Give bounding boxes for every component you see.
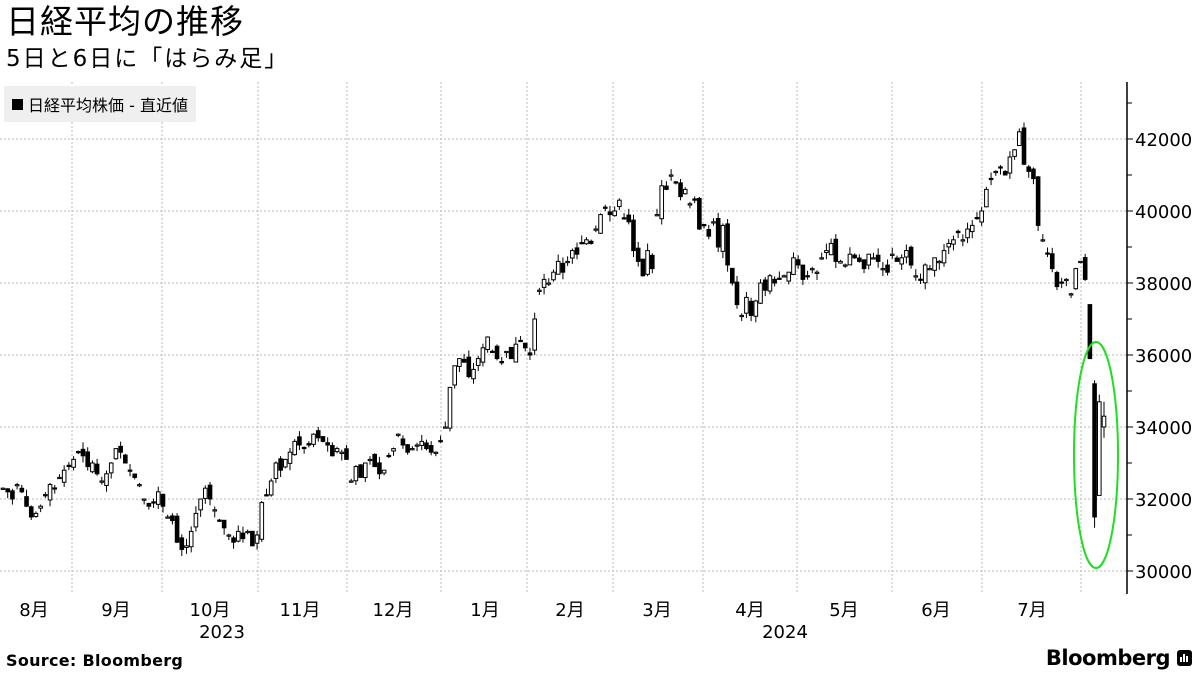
x-tick-label: 7月 (1017, 600, 1047, 621)
svg-text:40000: 40000 (1135, 202, 1192, 223)
x-tick-label: 8月 (19, 600, 49, 621)
svg-text:32000: 32000 (1135, 490, 1192, 511)
bloomberg-chart-icon (1177, 650, 1192, 666)
x-tick-label: 6月 (921, 600, 951, 621)
legend-label: 日経平均株価 - 直近値 (28, 96, 188, 115)
x-tick-label: 2月 (555, 600, 585, 621)
svg-text:34000: 34000 (1135, 418, 1192, 439)
x-tick-label: 1月 (470, 600, 500, 621)
source-note: Source: Bloomberg (6, 651, 184, 670)
legend-swatch-icon (12, 98, 23, 110)
x-year-label: 2023 (199, 622, 245, 643)
x-tick-label: 5月 (829, 600, 859, 621)
chart-subtitle: 5日と6日に「はらみ足」 (6, 46, 290, 72)
bloomberg-logo: Bloomberg (1046, 646, 1192, 670)
legend: 日経平均株価 - 直近値 (4, 86, 196, 122)
chart-title: 日経平均の推移 (6, 2, 244, 41)
x-tick-label: 11月 (279, 600, 321, 621)
svg-text:38000: 38000 (1135, 274, 1192, 295)
x-tick-label: 10月 (189, 600, 231, 621)
x-tick-label: 4月 (735, 600, 765, 621)
x-year-label: 2024 (762, 622, 808, 643)
x-tick-label: 3月 (642, 600, 672, 621)
brand-name: Bloomberg (1045, 646, 1171, 670)
svg-text:36000: 36000 (1135, 346, 1192, 367)
x-tick-label: 9月 (101, 600, 131, 621)
svg-text:42000: 42000 (1135, 130, 1192, 151)
x-tick-label: 12月 (372, 600, 414, 621)
svg-text:30000: 30000 (1135, 562, 1192, 583)
